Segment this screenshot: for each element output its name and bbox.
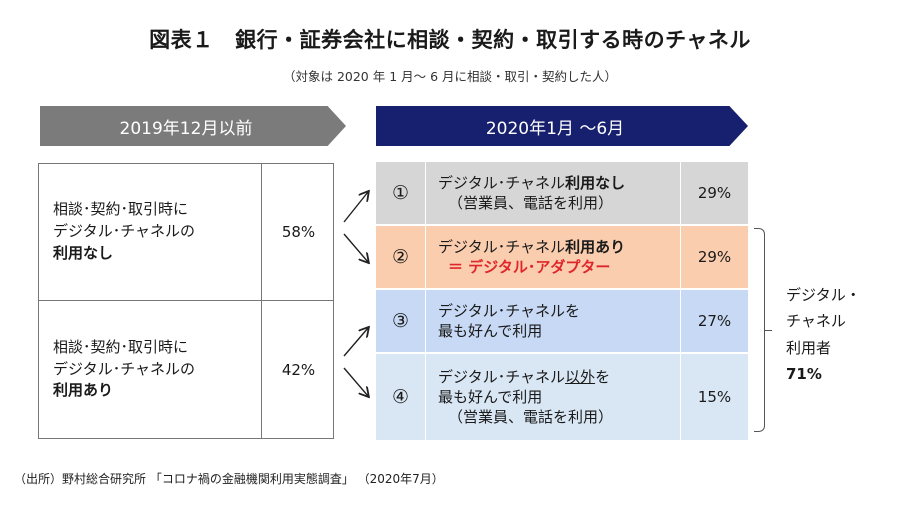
- row-percent: 29%: [680, 226, 748, 288]
- left-row-no-digital: 相談･契約･取引時に デジタル･チャネルの 利用なし 58%: [39, 164, 333, 301]
- digital-adapter-label: ＝ デジタル･アダプター: [448, 258, 611, 276]
- digital-users-label: デジタル・ チャネル 利用者 71%: [786, 282, 861, 387]
- row-text: デジタル･チャネルを: [438, 301, 581, 320]
- row-number: ④: [376, 354, 426, 440]
- row-text: （営業員、電話を利用）: [448, 194, 614, 212]
- left-row-with-digital: 相談･契約･取引時に デジタル･チャネルの 利用あり 42%: [39, 301, 333, 438]
- arrow-down-icon: [343, 233, 368, 262]
- left-row-percent: 58%: [261, 164, 335, 300]
- row-text: 最も好んで利用: [438, 322, 543, 340]
- row-text: （営業員、電話を利用）: [448, 408, 614, 427]
- arrow-up-icon: [343, 328, 368, 357]
- left-table: 相談･契約･取引時に デジタル･チャネルの 利用なし 58% 相談･契約･取引時…: [38, 163, 334, 439]
- banner-before-2019: 2019年12月以前: [40, 106, 346, 146]
- left-row-text: デジタル･チャネルの: [53, 359, 196, 378]
- banner-before-label: 2019年12月以前: [119, 118, 253, 139]
- left-row-text: デジタル･チャネルの: [53, 222, 196, 241]
- row-percent: 27%: [680, 290, 748, 352]
- left-row-emphasis: 利用なし: [53, 243, 114, 262]
- banner-2020: 2020年1月 ～6月: [376, 106, 748, 146]
- arrow-down-icon: [343, 367, 368, 396]
- row-text: デジタル･チャネル: [438, 367, 566, 386]
- arrow-up-icon: [343, 192, 368, 223]
- right-row-3: ③ デジタル･チャネルを 最も好んで利用 27%: [376, 290, 748, 352]
- grouping-bracket-tick: [764, 330, 772, 331]
- row-number: ③: [376, 290, 426, 352]
- flow-arrows: [343, 170, 374, 430]
- right-row-4: ④ デジタル･チャネル以外を 最も好んで利用 （営業員、電話を利用） 15%: [376, 354, 748, 440]
- row-text-bold: 利用あり: [565, 237, 626, 256]
- right-row-2: ② デジタル･チャネル利用あり ＝ デジタル･アダプター 29%: [376, 226, 748, 288]
- row-text: 最も好んで利用: [438, 387, 543, 406]
- right-row-1: ① デジタル･チャネル利用なし （営業員、電話を利用） 29%: [376, 162, 748, 224]
- row-text-underlined: 以外: [565, 367, 596, 386]
- row-number: ②: [376, 226, 426, 288]
- row-text: デジタル･チャネル: [438, 173, 566, 192]
- side-label-text: チャネル: [786, 312, 846, 331]
- left-row-emphasis: 利用あり: [53, 381, 114, 400]
- figure-subtitle: （対象は 2020 年 1 月～ 6 月に相談・取引・契約した人）: [282, 69, 618, 84]
- source-note: （出所）野村総合研究所 「コロナ禍の金融機関利用実態調査」 （2020年7月）: [14, 472, 444, 486]
- row-text-bold: 利用なし: [565, 173, 626, 192]
- row-text: デジタル･チャネル: [438, 237, 566, 256]
- banner-2020-label: 2020年1月 ～6月: [485, 118, 625, 139]
- figure-title: 図表１ 銀行・証券会社に相談・契約・取引する時のチャネル: [149, 28, 751, 52]
- left-row-percent: 42%: [261, 301, 335, 438]
- side-label-percent: 71%: [786, 364, 822, 383]
- row-percent: 29%: [680, 162, 748, 224]
- side-label-text: デジタル・: [786, 286, 861, 304]
- left-row-text: 相談･契約･取引時に: [53, 337, 189, 356]
- side-label-text: 利用者: [786, 338, 832, 357]
- row-number: ①: [376, 162, 426, 224]
- left-row-text: 相談･契約･取引時に: [53, 200, 189, 219]
- row-text: を: [595, 367, 611, 386]
- row-percent: 15%: [680, 354, 748, 440]
